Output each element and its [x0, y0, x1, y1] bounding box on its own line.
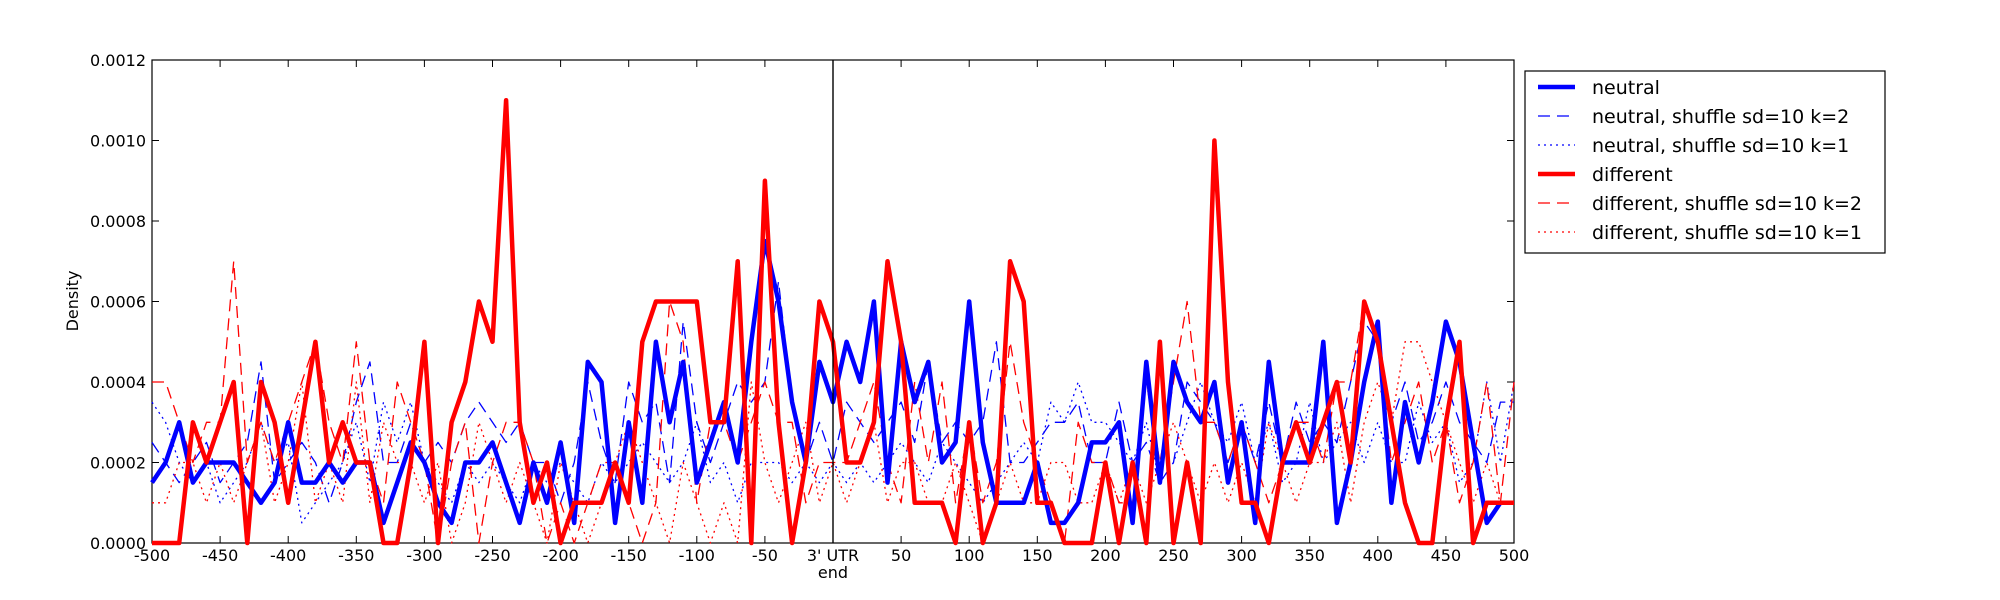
y-tick-label: 0.0002 [90, 454, 146, 473]
y-tick-label: 0.0000 [90, 534, 146, 553]
x-tick-label: 350 [1294, 546, 1325, 565]
legend-box [1524, 70, 1886, 254]
y-tick-label: 0.0012 [90, 51, 146, 70]
x-tick-label: 200 [1090, 546, 1121, 565]
x-tick-label: -350 [338, 546, 374, 565]
series-line-5 [152, 341, 1514, 544]
x-tick-label: -400 [270, 546, 306, 565]
x-tick-label: -450 [202, 546, 238, 565]
y-tick-label: 0.0006 [90, 293, 146, 312]
x-tick-label: 450 [1431, 546, 1462, 565]
legend-label: different, shuffle sd=10 k=2 [1592, 193, 1862, 215]
ticks: -500 -450 -400 -350 -300 -250 -200 -150 -100 -50 3… [90, 51, 1529, 565]
x-tick-label: -50 [752, 546, 778, 565]
x-tick-label: 500 [1499, 546, 1530, 565]
legend: neutral neutral, shuffle sd=10 k=2 neutral… [1524, 70, 1886, 254]
legend-label: neutral, shuffle sd=10 k=1 [1592, 135, 1849, 157]
y-tick-label: 0.0008 [90, 212, 146, 231]
y-axis-title: Density [63, 271, 82, 332]
x-tick-label: -150 [611, 546, 647, 565]
y-tick-label: 0.0010 [90, 132, 146, 151]
x-tick-label: 3' UTR [807, 546, 859, 565]
legend-label: neutral, shuffle sd=10 k=2 [1592, 106, 1849, 128]
legend-label: different, shuffle sd=10 k=1 [1592, 222, 1862, 244]
x-tick-label: -250 [474, 546, 510, 565]
x-tick-label: -200 [542, 546, 578, 565]
x-tick-label: 150 [1022, 546, 1053, 565]
x-tick-label: 100 [954, 546, 985, 565]
x-tick-label: 250 [1158, 546, 1189, 565]
x-tick-label: 300 [1226, 546, 1257, 565]
x-tick-label: 400 [1363, 546, 1394, 565]
y-tick-label: 0.0004 [90, 373, 146, 392]
x-tick-label: -100 [679, 546, 715, 565]
x-axis-sublabel: end [818, 563, 848, 582]
x-tick-label: -300 [406, 546, 442, 565]
x-tick-label: 50 [891, 546, 911, 565]
legend-label: different [1592, 164, 1673, 186]
x-tick-label: -500 [134, 546, 170, 565]
legend-label: neutral [1592, 77, 1660, 99]
